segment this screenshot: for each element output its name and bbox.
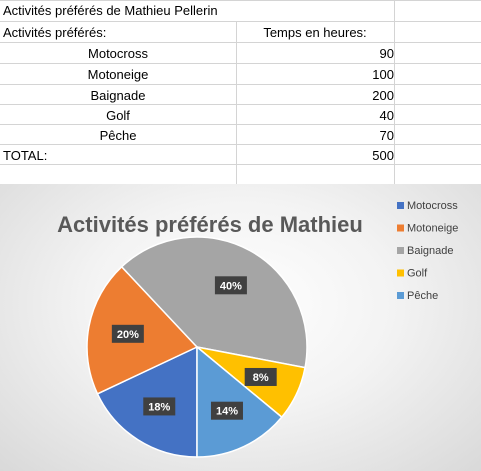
data-label-box — [210, 401, 243, 420]
gridline-horizontal — [0, 144, 481, 145]
legend-swatch — [397, 247, 404, 254]
legend-swatch — [397, 292, 404, 299]
pie-slices[interactable] — [86, 236, 308, 458]
gridline-horizontal — [0, 0, 481, 1]
activity-cell[interactable]: Motocross — [88, 46, 148, 61]
activity-cell[interactable]: Pêche — [99, 128, 137, 143]
table-row[interactable]: Motoneige 100 — [0, 64, 481, 84]
data-label-box — [111, 324, 144, 343]
hours-cell[interactable]: 40 — [379, 108, 394, 123]
activity-cell[interactable]: Motoneige — [87, 67, 149, 82]
legend-entry[interactable]: Baignade — [407, 245, 454, 257]
data-label-box — [244, 367, 277, 386]
activity-header-cell[interactable]: Activités préférés: — [3, 25, 107, 40]
pie-slice-baignade[interactable] — [120, 236, 308, 369]
data-label[interactable]: 8% — [253, 372, 269, 384]
legend-swatch — [397, 269, 404, 277]
data-label[interactable]: 40% — [220, 280, 242, 292]
hours-cell[interactable]: 200 — [372, 88, 394, 103]
sheet-row-title[interactable]: Activités préférés de Mathieu Pellerin — [0, 0, 481, 20]
hours-cell[interactable]: 90 — [379, 46, 394, 61]
table-row[interactable]: Motocross 90 — [0, 43, 481, 63]
gridline-horizontal — [0, 104, 481, 105]
legend-entry[interactable]: Golf — [407, 268, 428, 280]
pie-chart-svg[interactable]: Activités préférés de Mathieu 18% 20% 40% 8… — [0, 184, 481, 471]
pie-chart[interactable]: Activités préférés de Mathieu 18% 20% 40% 8… — [0, 184, 481, 471]
legend-entry[interactable]: Pêche — [407, 290, 438, 302]
data-label[interactable]: 18% — [148, 401, 170, 413]
legend-swatch — [397, 224, 404, 232]
table-row[interactable]: Pêche 70 — [0, 125, 481, 145]
data-label-box — [143, 397, 176, 416]
legend-entry[interactable]: Motocross — [407, 200, 458, 212]
pie-data-labels[interactable]: 18% 20% 40% 8% 14% — [111, 276, 277, 420]
sheet-title-cell[interactable]: Activités préférés de Mathieu Pellerin — [3, 3, 218, 18]
gridline-horizontal — [0, 124, 481, 125]
sheet-row-total[interactable]: TOTAL: 500 — [0, 145, 481, 165]
chart-title[interactable]: Activités préférés de Mathieu — [57, 212, 363, 237]
gridline-horizontal — [0, 42, 481, 43]
data-label[interactable]: 20% — [117, 329, 139, 341]
spreadsheet-grid[interactable]: Activités préférés de Mathieu Pellerin A… — [0, 0, 481, 185]
total-label-cell[interactable]: TOTAL: — [3, 148, 48, 163]
gridline-horizontal — [0, 164, 481, 165]
activity-cell[interactable]: Baignade — [90, 88, 146, 103]
data-label[interactable]: 14% — [216, 406, 238, 418]
gridline-horizontal — [0, 21, 481, 22]
time-header-cell[interactable]: Temps en heures: — [263, 25, 367, 40]
sheet-row-header[interactable]: Activités préférés: Temps en heures: — [0, 22, 481, 42]
activity-cell[interactable]: Golf — [106, 108, 130, 123]
gridline-vertical — [394, 0, 395, 184]
legend-entry[interactable]: Motoneige — [407, 223, 458, 235]
table-row[interactable]: Golf 40 — [0, 105, 481, 125]
table-row[interactable]: Baignade 200 — [0, 85, 481, 105]
gridline-horizontal — [0, 63, 481, 64]
gridline-vertical — [236, 21, 237, 184]
data-label-box — [214, 276, 247, 295]
total-value-cell[interactable]: 500 — [372, 148, 394, 163]
gridline-horizontal — [0, 84, 481, 85]
chart-legend[interactable]: Motocross Motoneige Baignade Golf Pêche — [397, 200, 458, 302]
hours-cell[interactable]: 100 — [372, 67, 394, 82]
legend-swatch — [397, 202, 404, 209]
hours-cell[interactable]: 70 — [379, 128, 394, 143]
